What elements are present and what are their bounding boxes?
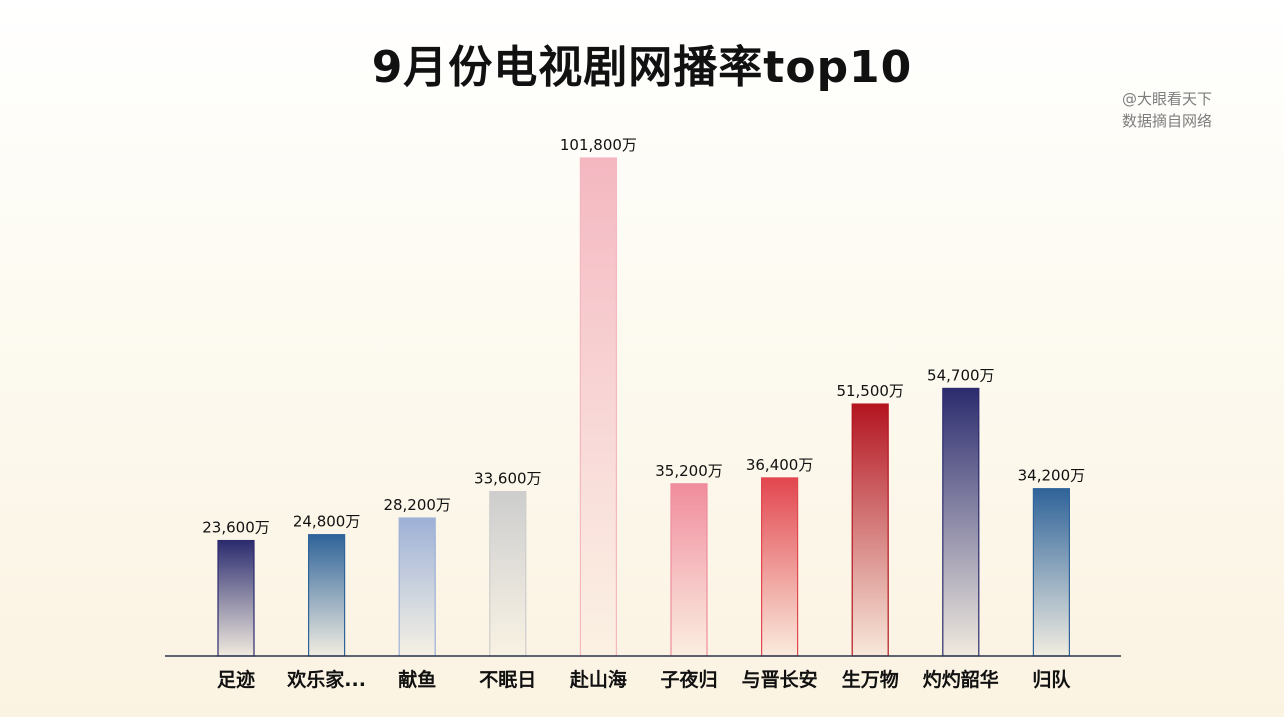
category-label-9: 灼灼韶华 bbox=[923, 668, 999, 691]
bar-value-label-5: 101,800万 bbox=[560, 136, 637, 154]
category-label-1: 足迹 bbox=[217, 668, 255, 691]
bar-7 bbox=[760, 477, 799, 657]
bar-value-label-8: 51,500万 bbox=[836, 382, 904, 400]
category-label-2: 欢乐家... bbox=[286, 668, 366, 691]
bar-6 bbox=[670, 483, 708, 657]
category-label-10: 归队 bbox=[1032, 668, 1071, 691]
bar-value-label-3: 28,200万 bbox=[383, 496, 451, 514]
bar-10 bbox=[1032, 488, 1071, 657]
category-label-6: 子夜归 bbox=[660, 668, 717, 691]
bar-value-label-10: 34,200万 bbox=[1018, 467, 1086, 485]
bar-value-label-9: 54,700万 bbox=[927, 366, 995, 384]
category-label-5: 赴山海 bbox=[569, 668, 627, 691]
bar-value-label-6: 35,200万 bbox=[655, 462, 723, 480]
bar-9 bbox=[942, 387, 980, 657]
bar-1 bbox=[217, 539, 255, 657]
source-note: 数据摘自网络 bbox=[1121, 112, 1212, 130]
category-label-8: 生万物 bbox=[842, 668, 899, 691]
bar-4 bbox=[489, 491, 527, 657]
value-labels-group: 23,600万 24,800万 28,200万 33,600万 101,800万 35,2… bbox=[202, 136, 1085, 537]
category-label-7: 与晋长安 bbox=[742, 668, 818, 691]
chart-title: 9月份电视剧网播率top10 bbox=[371, 42, 913, 93]
source-author: @大眼看天下 bbox=[1121, 90, 1212, 108]
category-label-3: 献鱼 bbox=[398, 668, 436, 691]
bar-value-label-2: 24,800万 bbox=[293, 513, 361, 531]
category-labels-group: 足迹 欢乐家... 献鱼 不眠日 赴山海 子夜归 与晋长安 生万物 灼灼韶华 归队 bbox=[217, 668, 1071, 691]
category-label-4: 不眠日 bbox=[479, 669, 536, 691]
bar-8 bbox=[851, 403, 889, 657]
bar-5 bbox=[579, 157, 618, 657]
bar-3 bbox=[398, 517, 436, 657]
source-credit: @大眼看天下 数据摘自网络 bbox=[1122, 88, 1212, 132]
bar-2 bbox=[308, 534, 346, 657]
bar-value-label-1: 23,600万 bbox=[202, 519, 270, 537]
bar-value-label-4: 33,600万 bbox=[474, 470, 542, 488]
bars-group bbox=[217, 157, 1071, 657]
bar-value-label-7: 36,400万 bbox=[746, 456, 814, 474]
